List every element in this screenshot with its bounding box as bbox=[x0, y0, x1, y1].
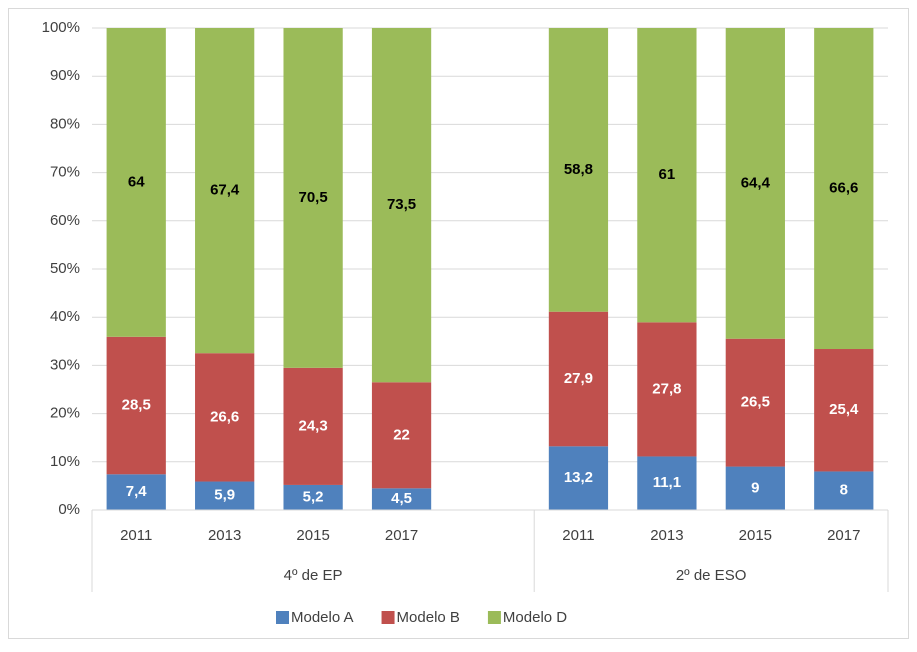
data-label: 64,4 bbox=[741, 174, 771, 191]
bar-segment bbox=[814, 28, 874, 350]
x-tick-label: 2013 bbox=[650, 527, 683, 544]
data-label: 70,5 bbox=[299, 189, 328, 206]
legend-swatch bbox=[487, 611, 501, 624]
data-label: 26,6 bbox=[210, 408, 239, 425]
bar-segment bbox=[371, 28, 432, 383]
legend-label: Modelo A bbox=[291, 609, 354, 626]
data-label: 26,5 bbox=[741, 394, 770, 411]
bar-segment bbox=[371, 382, 432, 489]
data-label: 67,4 bbox=[210, 182, 240, 199]
y-tick-label: 50% bbox=[50, 260, 80, 277]
bar-segment bbox=[725, 466, 785, 510]
bar-segment bbox=[814, 471, 874, 510]
data-label: 66,6 bbox=[829, 179, 858, 196]
x-tick-label: 2017 bbox=[827, 527, 860, 544]
legend-label: Modelo B bbox=[397, 609, 460, 626]
group-label: 2º de ESO bbox=[676, 567, 747, 584]
y-tick-label: 30% bbox=[50, 356, 80, 373]
x-tick-label: 2013 bbox=[208, 527, 241, 544]
bar-segment bbox=[283, 484, 343, 510]
data-label: 27,9 bbox=[564, 370, 593, 387]
x-tick-label: 2015 bbox=[739, 527, 772, 544]
bar-segment bbox=[637, 28, 697, 323]
legend-swatch bbox=[381, 611, 395, 624]
bar-segment bbox=[548, 446, 609, 510]
y-tick-label: 100% bbox=[42, 19, 80, 36]
data-label: 58,8 bbox=[564, 161, 593, 178]
bar-segment bbox=[371, 488, 432, 510]
data-label: 5,9 bbox=[214, 487, 235, 504]
data-label: 25,4 bbox=[829, 401, 859, 418]
x-tick-label: 2011 bbox=[120, 527, 152, 544]
bar-segment bbox=[283, 28, 343, 368]
legend-label: Modelo D bbox=[503, 609, 567, 626]
data-label: 11,1 bbox=[653, 474, 681, 491]
data-label: 64 bbox=[128, 173, 145, 190]
bar-segment bbox=[195, 481, 255, 510]
bar-segment bbox=[106, 474, 166, 510]
data-label: 27,8 bbox=[652, 380, 681, 397]
data-label: 73,5 bbox=[387, 196, 416, 213]
bar-segment bbox=[548, 311, 609, 447]
bar-segment bbox=[725, 28, 785, 339]
bar-segment bbox=[106, 28, 166, 337]
bar-segment bbox=[106, 336, 166, 475]
bar-segment bbox=[195, 28, 255, 354]
x-tick-label: 2017 bbox=[385, 527, 418, 544]
data-label: 28,5 bbox=[122, 397, 151, 414]
bar-segment bbox=[195, 353, 255, 482]
bar-segment bbox=[283, 367, 343, 485]
data-label: 8 bbox=[840, 482, 848, 499]
bar-segment bbox=[548, 28, 609, 312]
y-tick-label: 20% bbox=[50, 405, 80, 422]
data-label: 24,3 bbox=[299, 417, 328, 434]
bar-segment bbox=[637, 322, 697, 457]
y-tick-label: 60% bbox=[50, 212, 80, 229]
data-label: 61 bbox=[659, 166, 676, 183]
data-label: 13,2 bbox=[564, 469, 593, 486]
data-label: 7,4 bbox=[126, 483, 148, 500]
data-label: 9 bbox=[751, 479, 759, 496]
x-tick-label: 2011 bbox=[562, 527, 594, 544]
y-tick-label: 0% bbox=[58, 501, 80, 518]
data-label: 4,5 bbox=[391, 490, 412, 507]
y-tick-label: 70% bbox=[50, 164, 80, 181]
y-tick-label: 90% bbox=[50, 67, 80, 84]
bar-segment bbox=[725, 338, 785, 467]
bar-segment bbox=[637, 456, 697, 510]
y-tick-label: 10% bbox=[50, 453, 80, 470]
legend-swatch bbox=[276, 611, 289, 624]
y-tick-label: 80% bbox=[50, 115, 80, 132]
data-label: 22 bbox=[393, 426, 410, 443]
data-label: 5,2 bbox=[303, 488, 324, 505]
bar-segment bbox=[814, 349, 874, 472]
group-label: 4º de EP bbox=[284, 567, 343, 584]
x-tick-label: 2015 bbox=[296, 527, 329, 544]
y-tick-label: 40% bbox=[50, 308, 80, 325]
